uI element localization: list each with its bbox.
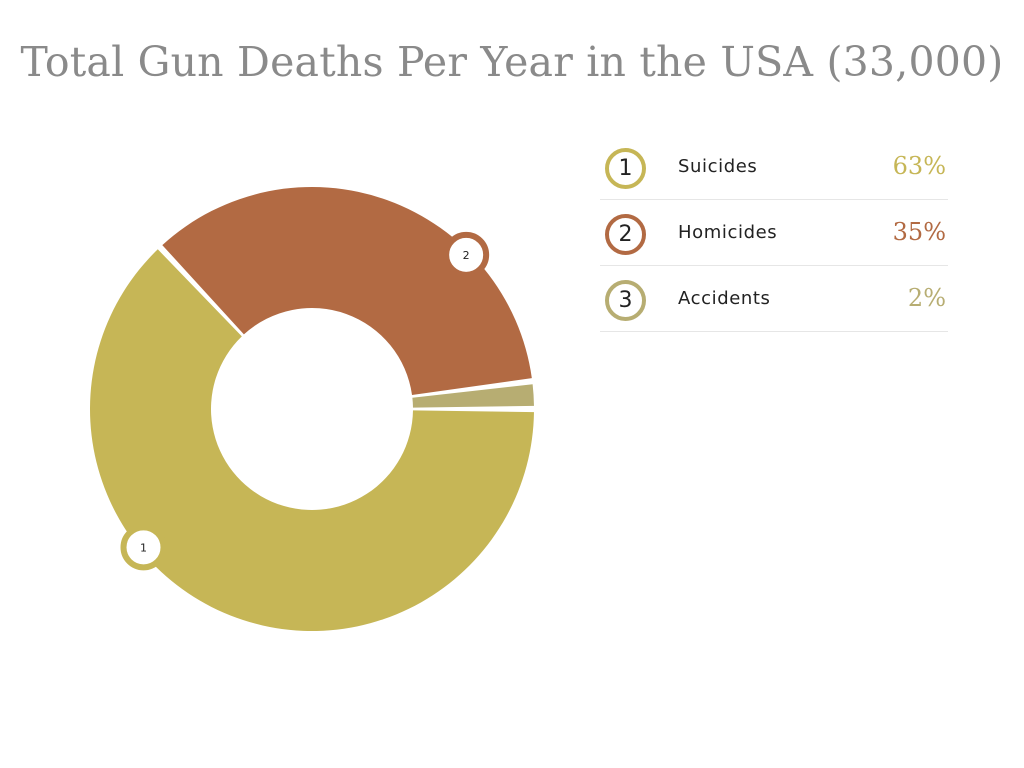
legend-value-homicides: 35% bbox=[892, 218, 946, 246]
slice-marker-2: 2 bbox=[443, 231, 490, 278]
legend-badge-3: 3 bbox=[605, 280, 646, 321]
legend-badge-2: 2 bbox=[605, 214, 646, 255]
slice-marker-label: 1 bbox=[140, 541, 147, 554]
chart-title: Total Gun Deaths Per Year in the USA (33… bbox=[20, 38, 1004, 86]
slice-accidents[interactable] bbox=[412, 384, 534, 408]
slice-homicides[interactable] bbox=[162, 186, 532, 395]
legend-value-suicides: 63% bbox=[892, 152, 946, 180]
legend-label-suicides: Suicides bbox=[678, 156, 758, 177]
slice-suicides[interactable] bbox=[89, 249, 534, 632]
legend-value-accidents: 2% bbox=[907, 284, 946, 312]
slice-marker-label: 2 bbox=[463, 249, 470, 262]
legend-item-homicides[interactable]: 2 Homicides 35% bbox=[600, 200, 948, 266]
legend: 1 Suicides 63% 2 Homicides 35% 3 Acciden… bbox=[600, 134, 948, 332]
legend-label-accidents: Accidents bbox=[678, 288, 771, 309]
legend-label-homicides: Homicides bbox=[678, 222, 778, 243]
legend-badge-1: 1 bbox=[605, 148, 646, 189]
legend-item-accidents[interactable]: 3 Accidents 2% bbox=[600, 266, 948, 332]
slice-marker-1: 1 bbox=[120, 524, 167, 571]
legend-item-suicides[interactable]: 1 Suicides 63% bbox=[600, 134, 948, 200]
